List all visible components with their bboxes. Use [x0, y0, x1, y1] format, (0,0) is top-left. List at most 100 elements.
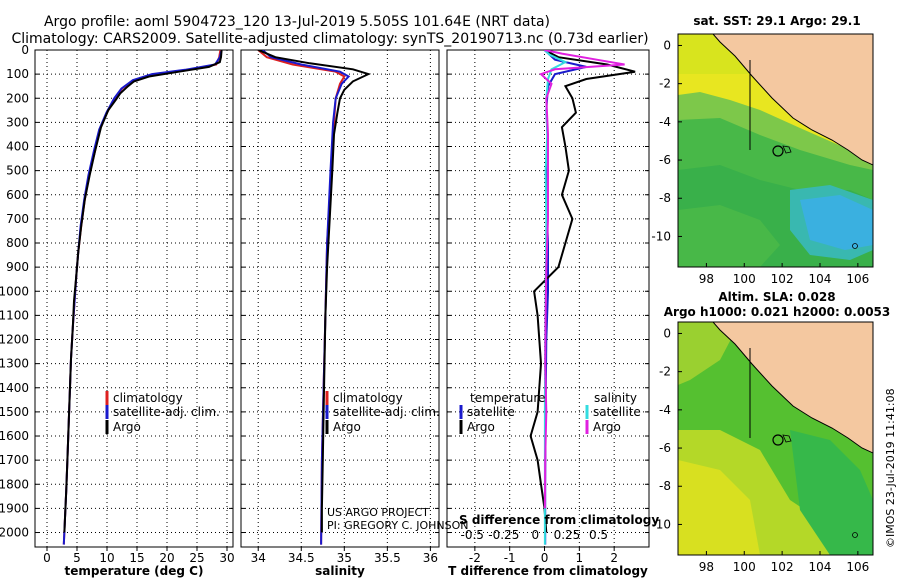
- imos-stamp: ©IMOS 23-Jul-2019 11:41:08: [884, 388, 897, 548]
- x-tick-label: -2: [469, 551, 481, 565]
- credit-project: US ARGO PROJECT: [327, 506, 429, 519]
- legend-label-s-argo: Argo: [593, 420, 621, 434]
- x-tick-label: 30: [219, 551, 234, 565]
- sla-map-title1: Altim. SLA: 0.028: [718, 290, 835, 304]
- depth-tick-label: 1000: [0, 284, 29, 298]
- map-y-tick-label: -6: [659, 441, 671, 455]
- s-tick-label: -0.5: [461, 528, 484, 542]
- depth-tick-label: 1300: [0, 357, 29, 371]
- s-difference-label: S difference from climatology: [459, 513, 659, 527]
- map-y-tick-label: -10: [651, 229, 671, 243]
- map-x-tick-label: 98: [699, 560, 714, 574]
- sla-map-title2: Argo h1000: 0.021 h2000: 0.0053: [664, 305, 891, 319]
- depth-tick-label: 1500: [0, 405, 29, 419]
- temperature-legend: climatology satellite-adj. clim. Argo: [105, 391, 220, 434]
- depth-tick-label: 2000: [0, 526, 29, 540]
- depth-tick-label: 500: [6, 164, 29, 178]
- legend-title-salinity: salinity: [594, 391, 637, 405]
- x-tick-label: 35: [337, 551, 352, 565]
- s-tick-label: -0.25: [488, 528, 519, 542]
- map-x-tick-label: 104: [809, 560, 832, 574]
- x-tick-label: 35.5: [374, 551, 401, 565]
- s-tick-label: 0: [532, 528, 540, 542]
- map-y-tick-label: -8: [659, 479, 671, 493]
- legend-title-temperature: temperature: [470, 391, 545, 405]
- depth-tick-label: 600: [6, 188, 29, 202]
- map-y-tick-label: 0: [663, 38, 671, 52]
- x-tick-label: 34: [251, 551, 266, 565]
- x-tick-label: 5: [73, 551, 81, 565]
- x-tick-label: 0: [541, 551, 549, 565]
- temperature-panel: [34, 49, 234, 548]
- map-y-tick-label: -2: [659, 77, 671, 91]
- map-y-tick-label: -6: [659, 153, 671, 167]
- series-line-temperature-argo: [529, 50, 636, 533]
- x-tick-label: -1: [504, 551, 516, 565]
- map-x-tick-label: 100: [733, 272, 756, 286]
- salinity-panel: [240, 49, 440, 548]
- legend-label-t-argo: Argo: [467, 420, 495, 434]
- series-line-satellite-adj-clim-: [62, 50, 223, 545]
- map-x-tick-label: 98: [699, 272, 714, 286]
- map-x-tick-label: 106: [846, 272, 869, 286]
- series-line-salinity-argo: [539, 50, 625, 509]
- x-tick-label: 15: [129, 551, 144, 565]
- s-tick-label: 0.25: [554, 528, 581, 542]
- credit-pi: PI: GREGORY C. JOHNSON: [327, 519, 468, 532]
- title-line2: Climatology: CARS2009. Satellite-adjuste…: [11, 31, 648, 47]
- x-tick-label: 25: [189, 551, 204, 565]
- depth-tick-label: 900: [6, 260, 29, 274]
- map-y-tick-label: -4: [659, 403, 671, 417]
- series-line-argo: [63, 50, 223, 533]
- map-x-tick-label: 104: [809, 272, 832, 286]
- x-tick-label: 34.5: [288, 551, 315, 565]
- map-y-tick-label: -4: [659, 115, 671, 129]
- depth-tick-label: 1200: [0, 333, 29, 347]
- legend-label-climatology: climatology: [333, 391, 403, 405]
- x-tick-label: 2: [610, 551, 618, 565]
- map-x-tick-label: 102: [771, 272, 794, 286]
- sla-map: [678, 322, 873, 555]
- depth-tick-label: 1700: [0, 453, 29, 467]
- series-line-argo: [257, 50, 372, 533]
- x-tick-label: 36: [423, 551, 438, 565]
- argo-position-marker: [772, 145, 784, 157]
- map-x-tick-label: 100: [733, 560, 756, 574]
- depth-tick-label: 1800: [0, 477, 29, 491]
- depth-tick-label: 1100: [0, 308, 29, 322]
- argo-position-marker: [772, 434, 784, 446]
- depth-tick-label: 1900: [0, 501, 29, 515]
- map-y-tick-label: -10: [651, 517, 671, 531]
- legend-label-satellite: satellite-adj. clim.: [333, 405, 440, 419]
- map-y-tick-label: 0: [663, 326, 671, 340]
- depth-tick-label: 200: [6, 91, 29, 105]
- s-tick-label: 0.5: [589, 528, 608, 542]
- legend-label-argo: Argo: [333, 420, 361, 434]
- difference-xlabel: T difference from climatology: [448, 564, 648, 578]
- depth-tick-label: 100: [6, 67, 29, 81]
- map-y-tick-label: -8: [659, 191, 671, 205]
- depth-tick-label: 400: [6, 140, 29, 154]
- salinity-xlabel: salinity: [315, 564, 365, 578]
- legend-label-argo: Argo: [113, 420, 141, 434]
- map-x-tick-label: 106: [846, 560, 869, 574]
- difference-legend: temperature satellite Argo salinity sate…: [459, 391, 641, 434]
- x-tick-label: 20: [159, 551, 174, 565]
- depth-tick-label: 1600: [0, 429, 29, 443]
- depth-tick-label: 300: [6, 115, 29, 129]
- title-line1: Argo profile: aoml 5904723_120 13-Jul-20…: [44, 14, 550, 30]
- sst-map-title: sat. SST: 29.1 Argo: 29.1: [693, 14, 860, 28]
- x-tick-label: 0: [43, 551, 51, 565]
- depth-tick-label: 700: [6, 212, 29, 226]
- legend-label-climatology: climatology: [113, 391, 183, 405]
- legend-label-t-satellite: satellite: [467, 405, 515, 419]
- depth-tick-label: 1400: [0, 381, 29, 395]
- depth-tick-label: 0: [21, 43, 29, 57]
- x-tick-label: 10: [99, 551, 114, 565]
- legend-label-satellite: satellite-adj. clim.: [113, 405, 220, 419]
- x-tick-label: 1: [576, 551, 584, 565]
- depth-tick-label: 800: [6, 236, 29, 250]
- map-x-tick-label: 102: [771, 560, 794, 574]
- salinity-legend: climatology satellite-adj. clim. Argo: [325, 391, 440, 434]
- series-line-salinity-satellite: [543, 50, 568, 545]
